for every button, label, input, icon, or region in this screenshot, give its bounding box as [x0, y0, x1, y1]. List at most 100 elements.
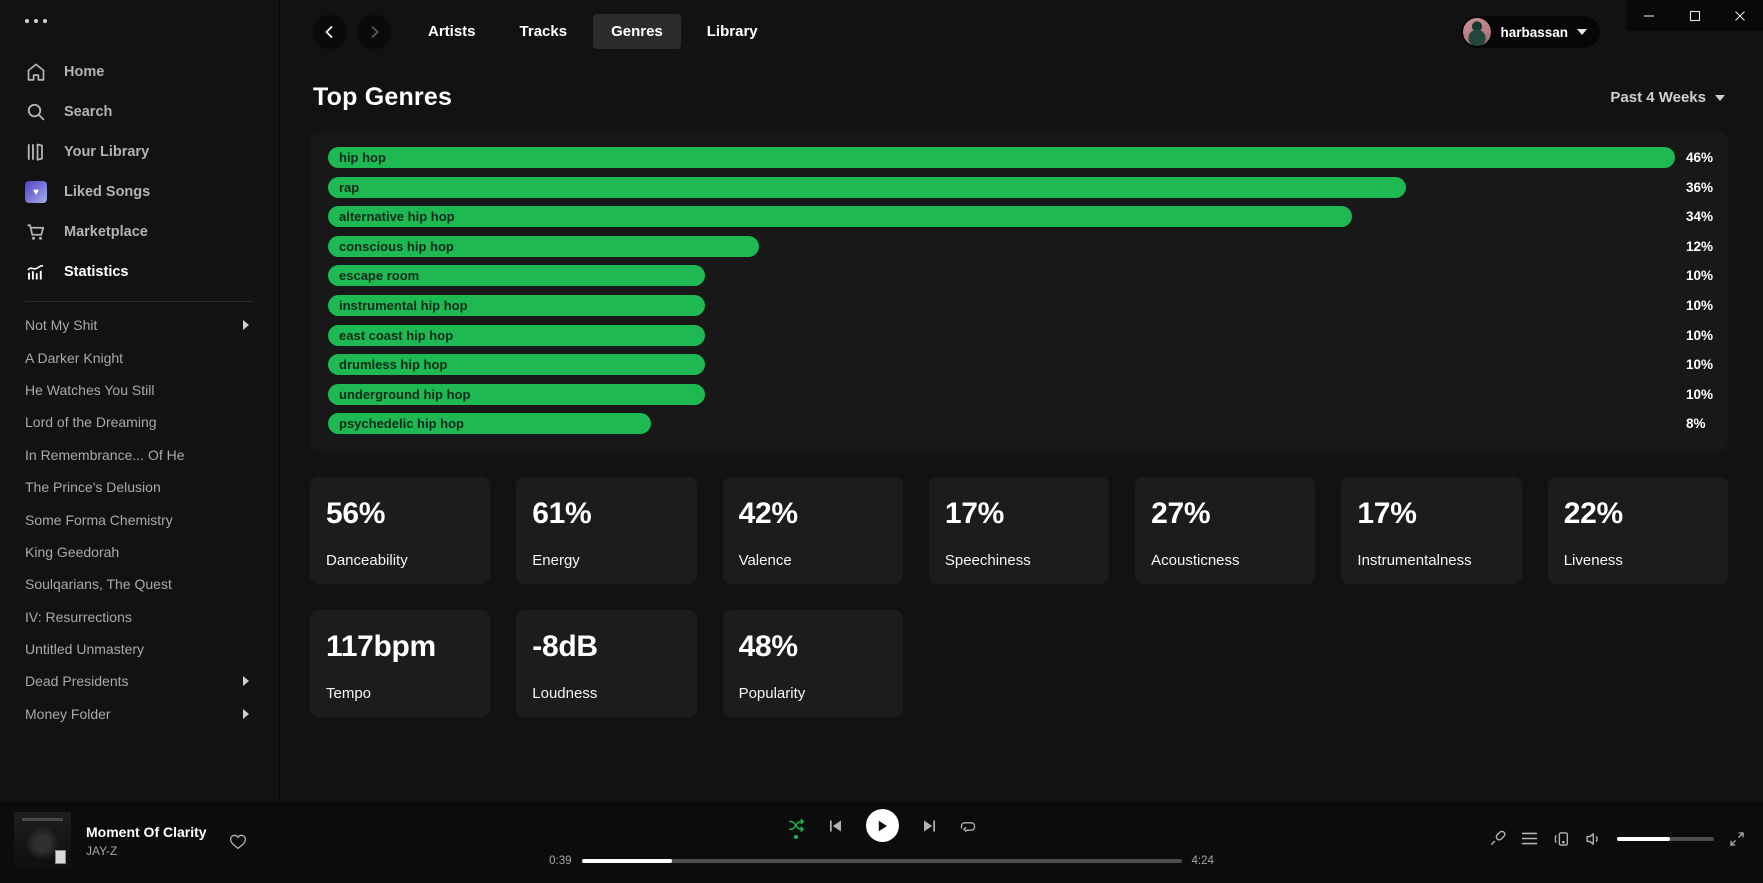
duration-time: 4:24: [1191, 855, 1214, 867]
stat-card-label: Loudness: [532, 685, 598, 703]
playlist-item[interactable]: He Watches You Still: [25, 374, 279, 406]
stat-card-value: 27%: [1151, 497, 1211, 531]
playlist-item-label: In Remembrance... Of He: [25, 446, 185, 463]
stat-card-value: 117bpm: [326, 630, 436, 664]
tab-library[interactable]: Library: [706, 23, 758, 40]
volume-button[interactable]: [1585, 831, 1602, 847]
sidebar: Home Search Your Library ♥ Liked Songs: [0, 0, 280, 800]
tab-tracks[interactable]: Tracks: [519, 23, 568, 40]
playlist-item[interactable]: Money Folder: [25, 698, 279, 730]
sidebar-item-label: Home: [64, 64, 105, 80]
stat-card: 56% Danceability: [310, 477, 491, 585]
genre-bar-label: east coast hip hop: [339, 327, 454, 343]
connect-device-button[interactable]: [1553, 831, 1570, 847]
genre-bar-value: 12%: [1686, 238, 1714, 254]
skip-back-icon: [829, 820, 841, 831]
playlist-item[interactable]: Some Forma Chemistry: [25, 503, 279, 535]
shuffle-button[interactable]: [788, 818, 805, 839]
minimize-button[interactable]: [1626, 0, 1672, 31]
album-art[interactable]: [14, 812, 71, 869]
microphone-icon: [1490, 830, 1506, 846]
sidebar-item-marketplace[interactable]: Marketplace: [25, 212, 279, 252]
tab-genres[interactable]: Genres: [593, 14, 681, 49]
lyrics-button[interactable]: [1489, 830, 1506, 847]
genre-bar-track: hip hop: [328, 147, 1675, 168]
sidebar-item-label: Your Library: [64, 144, 150, 160]
chevron-right-icon: [241, 675, 251, 687]
stat-card: 22% Liveness: [1547, 477, 1728, 585]
stat-card: 117bpm Tempo: [310, 610, 491, 718]
sidebar-item-liked-songs[interactable]: ♥ Liked Songs: [25, 172, 279, 212]
playlist-item[interactable]: The Prince's Delusion: [25, 471, 279, 503]
playlist-item-label: He Watches You Still: [25, 381, 155, 398]
playlist-item[interactable]: In Remembrance... Of He: [25, 439, 279, 471]
genre-bar-row: escape room 10%: [328, 265, 1714, 287]
fullscreen-button[interactable]: [1729, 831, 1745, 847]
track-info: Moment Of Clarity JAY-Z: [86, 824, 207, 858]
sidebar-divider: [25, 301, 254, 302]
genre-bar-row: alternative hip hop 34%: [328, 206, 1714, 228]
queue-button[interactable]: [1521, 831, 1538, 846]
play-button[interactable]: [865, 809, 899, 842]
queue-icon: [1521, 832, 1538, 845]
playlist-item-label: IV: Resurrections: [25, 608, 132, 625]
now-playing: Moment Of Clarity JAY-Z: [14, 812, 247, 869]
time-range-select[interactable]: Past 4 Weeks: [1610, 89, 1725, 106]
playlist-item[interactable]: Lord of the Dreaming: [25, 406, 279, 438]
genre-bar-track: drumless hip hop: [328, 354, 1675, 376]
playlist-item[interactable]: Dead Presidents: [25, 665, 279, 697]
playlist-item[interactable]: Untitled Unmastery: [25, 633, 279, 665]
playlist-item-label: The Prince's Delusion: [25, 479, 161, 496]
previous-button[interactable]: [828, 819, 843, 833]
playlist-item[interactable]: IV: Resurrections: [25, 601, 279, 633]
heart-outline-icon: [229, 834, 246, 850]
track-artist[interactable]: JAY-Z: [86, 843, 118, 858]
sidebar-item-search[interactable]: Search: [25, 92, 279, 132]
stat-card-value: 17%: [1357, 497, 1417, 531]
like-button[interactable]: [229, 833, 247, 850]
topbar: Artists Tracks Genres Library harbassan: [280, 0, 1763, 64]
tab-artists[interactable]: Artists: [428, 23, 476, 40]
stat-card-value: -8dB: [532, 630, 598, 664]
main-area: Artists Tracks Genres Library harbassan …: [280, 0, 1763, 800]
playlist-item[interactable]: A Darker Knight: [25, 341, 279, 373]
genre-bar-value: 34%: [1686, 209, 1714, 225]
maximize-button[interactable]: [1672, 0, 1718, 31]
genre-bar-row: conscious hip hop 12%: [328, 235, 1714, 257]
sidebar-item-your-library[interactable]: Your Library: [25, 132, 279, 172]
progress-bar[interactable]: [581, 859, 1182, 863]
genre-bar-row: rap 36%: [328, 176, 1713, 198]
page-content: Top Genres Past 4 Weeks hip hop 46%: [280, 84, 1763, 718]
volume-slider[interactable]: [1617, 836, 1714, 841]
genre-bar: conscious hip hop: [328, 235, 760, 257]
genre-bar: hip hop: [328, 147, 1675, 168]
chevron-left-icon: [325, 25, 333, 39]
playlist-item[interactable]: King Geedorah: [25, 536, 279, 568]
sidebar-item-label: Marketplace: [64, 224, 148, 240]
user-menu[interactable]: harbassan: [1461, 16, 1600, 48]
genre-bar-row: hip hop 46%: [328, 147, 1713, 168]
forward-button[interactable]: [357, 15, 391, 49]
repeat-button[interactable]: [960, 818, 976, 833]
track-title[interactable]: Moment Of Clarity: [86, 823, 207, 840]
genre-bar-value: 8%: [1686, 416, 1706, 432]
genre-bar-value: 10%: [1686, 357, 1714, 373]
device-icon: [1554, 831, 1569, 846]
close-button[interactable]: [1717, 0, 1763, 31]
genre-bar: east coast hip hop: [328, 324, 706, 346]
playlist-item[interactable]: Soulqarians, The Quest: [25, 568, 279, 600]
back-button[interactable]: [313, 15, 347, 49]
sidebar-item-statistics[interactable]: Statistics: [25, 252, 279, 292]
genre-bar-value: 10%: [1686, 268, 1714, 284]
maximize-icon: [1689, 10, 1700, 21]
playlist-item[interactable]: Not My Shit: [25, 309, 279, 341]
play-icon: [878, 820, 887, 831]
sidebar-item-home[interactable]: Home: [25, 52, 279, 92]
time-range-label: Past 4 Weeks: [1610, 89, 1706, 106]
stat-card: 48% Popularity: [722, 610, 903, 718]
avatar: [1463, 18, 1492, 46]
genre-bar-row: instrumental hip hop 10%: [328, 294, 1713, 316]
next-button[interactable]: [922, 819, 937, 833]
app-menu-button[interactable]: [25, 17, 65, 25]
playlist-item-label: Dead Presidents: [25, 673, 129, 690]
